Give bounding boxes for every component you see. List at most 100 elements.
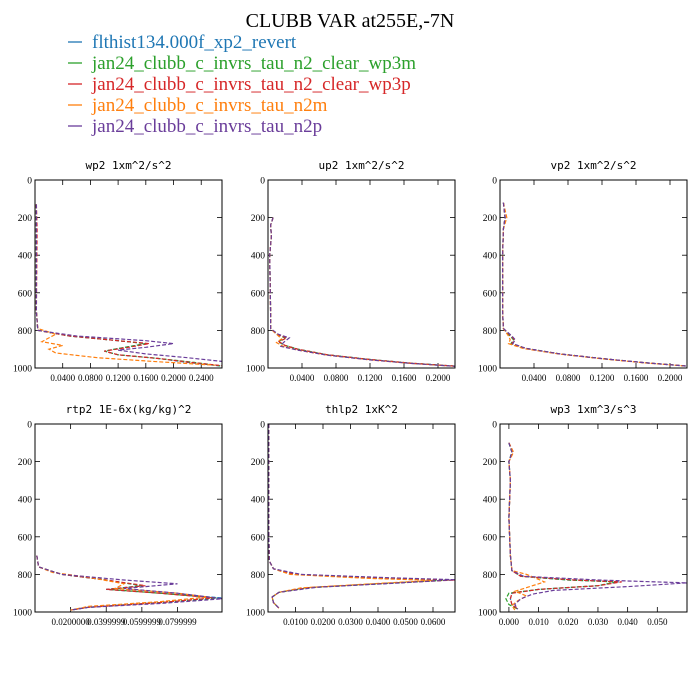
x-tick-label: 0.0500 [393, 617, 418, 627]
x-tick-label: 0.0400 [290, 373, 315, 383]
y-tick-label: 800 [18, 571, 33, 581]
y-tick-label: 0 [492, 177, 497, 187]
y-tick-label: 0 [260, 177, 265, 187]
y-tick-label: 800 [18, 327, 33, 337]
series-line [505, 442, 616, 610]
y-tick-label: 800 [483, 327, 498, 337]
y-tick-label: 400 [251, 252, 266, 262]
y-tick-label: 0 [27, 421, 32, 431]
y-tick-label: 1000 [478, 609, 497, 619]
panel-title: up2 1xm^2/s^2 [318, 159, 404, 172]
x-tick-label: 0.0400 [50, 373, 75, 383]
y-tick-label: 600 [483, 533, 498, 543]
series-line [36, 555, 217, 611]
legend-label: flthist134.000f_xp2_revert [92, 32, 297, 53]
series-line [35, 204, 222, 362]
series-line [502, 202, 687, 367]
x-tick-label: 0.010 [528, 617, 549, 627]
legend-label: jan24_clubb_c_invrs_tau_n2_clear_wp3m [91, 53, 416, 74]
y-tick-label: 600 [18, 289, 33, 299]
y-tick-label: 400 [251, 496, 266, 506]
y-tick-label: 200 [18, 458, 33, 468]
series-line [508, 442, 622, 610]
series-line [502, 202, 687, 367]
series-line [36, 555, 222, 611]
panel-title: wp2 1xm^2/s^2 [85, 159, 171, 172]
x-tick-label: 0.1200 [590, 373, 615, 383]
y-tick-label: 1000 [478, 365, 497, 375]
x-tick-label: 0.0399999 [87, 617, 126, 627]
series-line [508, 442, 687, 610]
series-line [502, 202, 687, 367]
x-tick-label: 0.1600 [392, 373, 417, 383]
series-line [269, 217, 455, 367]
x-tick-label: 0.1200 [106, 373, 131, 383]
legend-label: jan24_clubb_c_invrs_tau_n2p [91, 116, 322, 137]
legend: flthist134.000f_xp2_revertjan24_clubb_c_… [68, 32, 416, 137]
x-tick-label: 0.020 [558, 617, 579, 627]
series-line [36, 555, 208, 611]
x-tick-label: 0.2000 [161, 373, 186, 383]
y-tick-label: 600 [251, 289, 266, 299]
y-tick-label: 400 [483, 496, 498, 506]
y-tick-label: 400 [18, 252, 33, 262]
x-tick-label: 0.0400 [522, 373, 547, 383]
y-tick-label: 600 [18, 533, 33, 543]
y-tick-label: 600 [251, 533, 266, 543]
series-line [269, 217, 455, 367]
x-tick-label: 0.0800 [324, 373, 349, 383]
y-tick-label: 200 [483, 458, 498, 468]
series-line [35, 204, 216, 366]
y-tick-label: 800 [483, 571, 498, 581]
panel-title: wp3 1xm^3/s^3 [550, 403, 636, 416]
x-tick-label: 0.0100 [283, 617, 308, 627]
x-tick-label: 0.0600 [421, 617, 446, 627]
series-line [269, 217, 455, 367]
y-tick-label: 200 [251, 214, 266, 224]
x-tick-label: 0.0599999 [123, 617, 162, 627]
y-tick-label: 400 [483, 252, 498, 262]
x-tick-label: 0.000 [499, 617, 520, 627]
x-tick-label: 0.1200 [358, 373, 383, 383]
panel-title: vp2 1xm^2/s^2 [550, 159, 636, 172]
legend-label: jan24_clubb_c_invrs_tau_n2m [91, 95, 328, 116]
x-tick-label: 0.050 [647, 617, 668, 627]
x-tick-label: 0.0400 [366, 617, 391, 627]
plot-frame [34, 423, 223, 613]
series-line [502, 202, 687, 367]
y-tick-label: 800 [251, 327, 266, 337]
panel-title: thlp2 1xK^2 [325, 403, 398, 416]
x-tick-label: 0.1600 [624, 373, 649, 383]
x-tick-label: 0.0799999 [158, 617, 197, 627]
series-line [268, 424, 455, 609]
x-tick-label: 0.0800 [556, 373, 581, 383]
chart-panel: vp2 1xm^2/s^2 0 200 400 600 800 1000 0.0400 0.08… [478, 159, 688, 383]
series-line [269, 217, 455, 367]
x-tick-label: 0.2400 [189, 373, 214, 383]
panel-title: rtp2 1E-6x(kg/kg)^2 [66, 403, 192, 416]
x-tick-label: 0.0200 [311, 617, 336, 627]
series-line [268, 424, 434, 609]
y-tick-label: 1000 [13, 365, 32, 375]
series-line [35, 204, 222, 367]
x-tick-label: 0.1600 [133, 373, 158, 383]
plot-frame [267, 179, 456, 369]
y-tick-label: 200 [483, 214, 498, 224]
series-line [508, 442, 547, 611]
series-line [502, 202, 687, 367]
chart-panel: thlp2 1xK^2 0 200 400 600 800 1000 0.0100 0.0200… [246, 403, 456, 627]
y-tick-label: 1000 [13, 609, 32, 619]
x-tick-label: 0.030 [588, 617, 609, 627]
y-tick-label: 400 [18, 496, 33, 506]
chart-panel: rtp2 1E-6x(kg/kg)^2 0 200 400 600 800 1000 0.02… [13, 403, 223, 627]
y-tick-label: 600 [483, 289, 498, 299]
y-tick-label: 0 [27, 177, 32, 187]
x-tick-label: 0.0800 [78, 373, 103, 383]
x-tick-label: 0.0200000 [51, 617, 90, 627]
plot-frame [34, 179, 223, 369]
chart-panel: wp2 1xm^2/s^2 0 200 400 600 800 1000 0.0400 0.08… [13, 159, 223, 383]
x-tick-label: 0.2000 [426, 373, 451, 383]
